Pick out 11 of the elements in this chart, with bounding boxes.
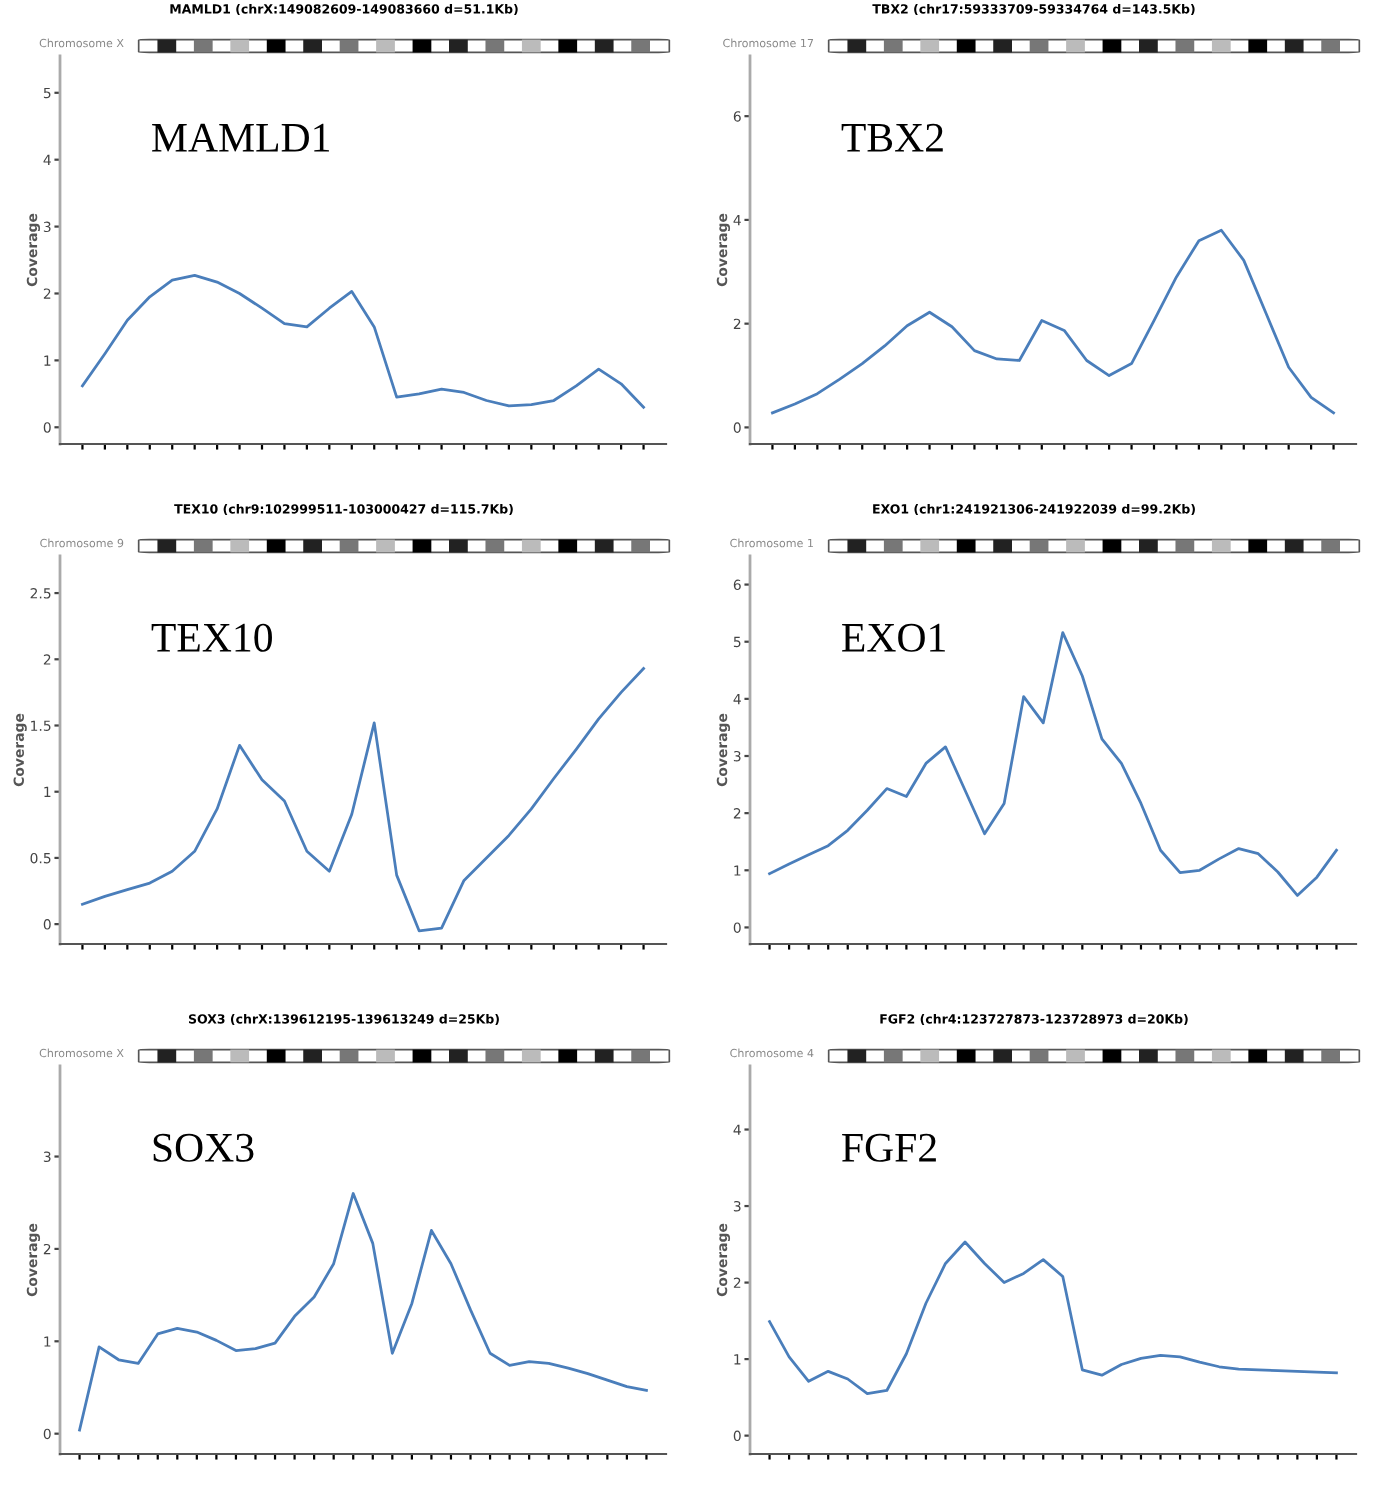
- annotation: EXO1: [842, 623, 945, 652]
- annotation: TBX2: [841, 123, 943, 152]
- line-series: [771, 228, 1335, 415]
- annotation: TEX10: [151, 623, 272, 652]
- annotation: MAMLD1: [152, 123, 329, 152]
- line-series: [768, 1240, 1338, 1395]
- annotation: FGF2: [842, 1133, 936, 1162]
- line-series: [78, 1192, 648, 1432]
- line-series: [81, 274, 645, 409]
- annotation: SOX3: [153, 1133, 254, 1162]
- line-series: [81, 667, 645, 933]
